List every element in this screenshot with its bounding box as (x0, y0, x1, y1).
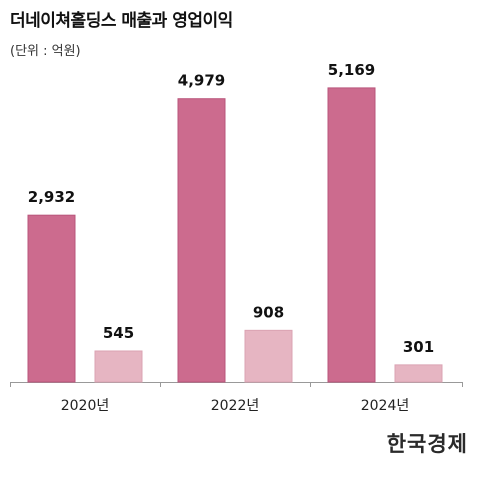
x-tick-label-2: 2024년 (361, 398, 410, 414)
data-label-operating-profit-0: 545 (103, 324, 134, 342)
x-tick-label-0: 2020년 (61, 398, 110, 414)
data-label-revenue-2: 5,169 (328, 61, 375, 79)
bar-operating-profit-1 (244, 329, 293, 383)
bar-revenue-0 (27, 214, 76, 383)
data-label-revenue-1: 4,979 (178, 72, 225, 90)
data-label-operating-profit-2: 301 (403, 338, 434, 356)
data-label-revenue-0: 2,932 (28, 188, 75, 206)
bar-revenue-1 (177, 98, 226, 383)
bar-revenue-2 (327, 87, 376, 383)
x-tick-label-1: 2022년 (211, 398, 260, 414)
chart-title: 더네이쳐홀딩스 매출과 영업이익 (10, 11, 233, 31)
bar-operating-profit-0 (94, 350, 143, 383)
data-label-operating-profit-1: 908 (253, 303, 284, 321)
bar-operating-profit-2 (394, 364, 443, 383)
publisher-logo: 한국경제 (386, 431, 468, 456)
unit-label: (단위 : 억원) (10, 44, 81, 59)
